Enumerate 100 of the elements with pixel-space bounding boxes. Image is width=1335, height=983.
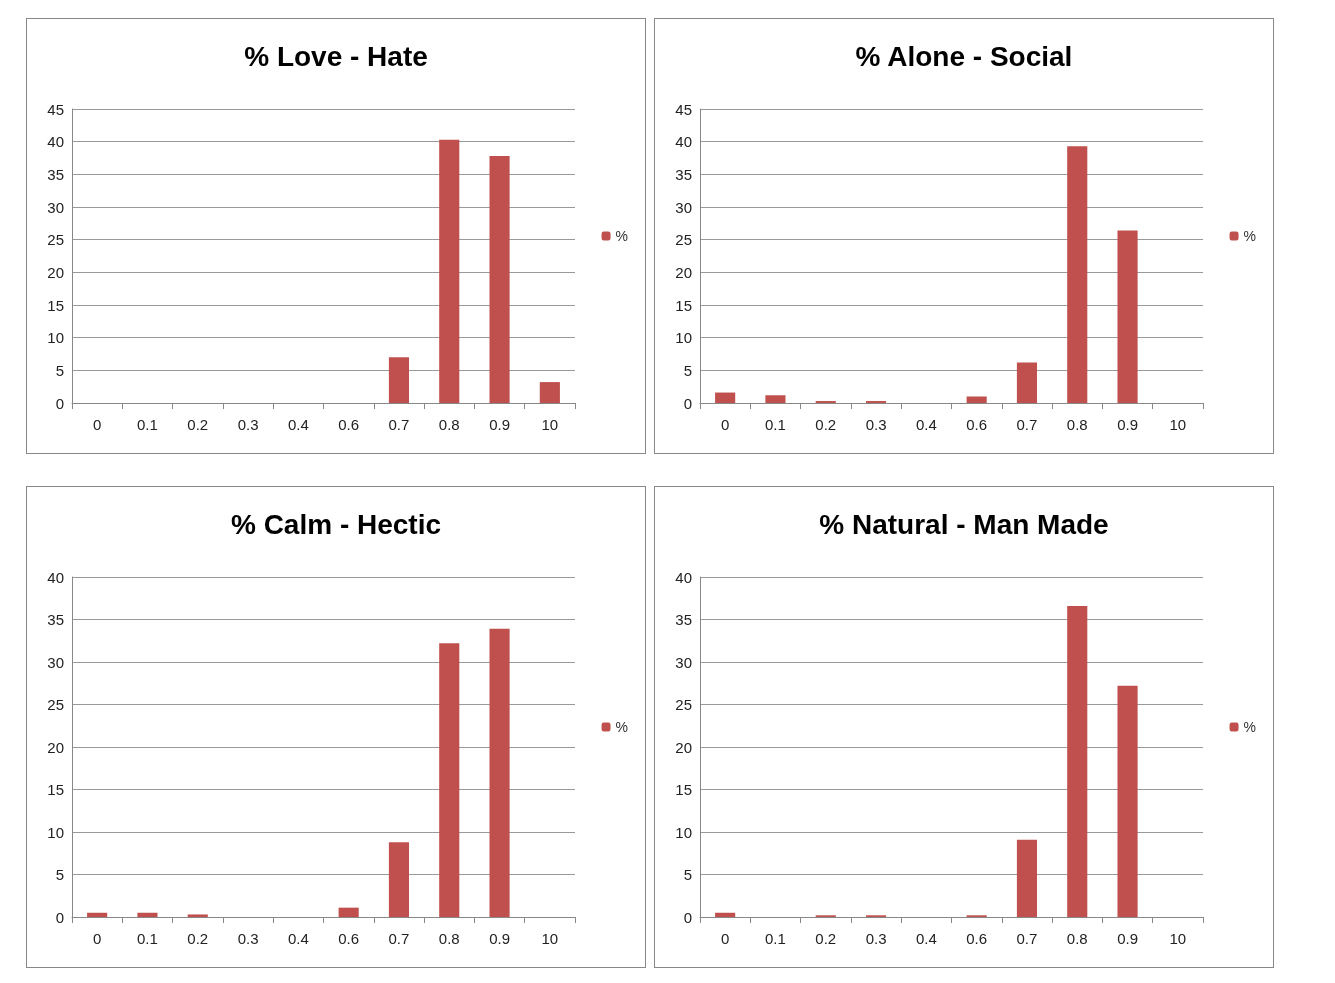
bar: [439, 643, 460, 917]
y-tick-label: 15: [675, 781, 692, 798]
chart-title: % Natural - Man Made: [819, 508, 1109, 540]
x-tick-label: 0: [92, 416, 102, 433]
bar: [388, 357, 410, 403]
x-tick-label: 0.8: [438, 416, 460, 433]
x-tick-label: 0.9: [489, 930, 510, 947]
y-tick-label: 30: [675, 653, 692, 671]
bar: [137, 912, 158, 917]
x-tick-label: 10: [541, 930, 559, 947]
y-tick-label: 15: [47, 296, 64, 314]
x-tick-label: 10: [1169, 930, 1187, 947]
y-tick-label: 25: [47, 231, 64, 249]
y-tick-label: 0: [683, 394, 692, 412]
chart-title: % Alone - Social: [855, 40, 1073, 72]
x-tick-label: 0.9: [489, 416, 510, 433]
bar: [439, 139, 460, 403]
y-tick-label: 35: [675, 165, 692, 183]
y-tick-label: 30: [675, 198, 692, 216]
bar: [715, 392, 736, 403]
x-tick-label: 0.8: [1066, 930, 1088, 947]
x-tick-label: 0.7: [1016, 930, 1038, 947]
y-tick-label: 40: [675, 133, 692, 151]
x-tick-label: 0: [92, 930, 102, 947]
legend-label: %: [1243, 228, 1256, 244]
legend-label: %: [615, 719, 628, 735]
bar: [1016, 362, 1038, 403]
y-tick-label: 45: [47, 100, 64, 118]
x-tick-label: 0.4: [287, 416, 309, 433]
x-tick-label: 0.1: [137, 416, 158, 433]
legend-label: %: [1243, 719, 1256, 735]
bar: [539, 382, 560, 403]
x-tick-label: 10: [1169, 416, 1187, 433]
y-tick-label: 10: [47, 329, 64, 347]
y-tick-label: 0: [55, 394, 64, 412]
x-tick-label: 0.4: [287, 930, 309, 947]
chart-title: % Love - Hate: [244, 40, 428, 72]
bar: [1067, 146, 1088, 403]
y-tick-label: 45: [675, 100, 692, 118]
y-tick-label: 5: [55, 361, 64, 379]
x-tick-label: 0.6: [966, 416, 988, 433]
y-tick-label: 30: [47, 653, 64, 671]
y-tick-label: 0: [683, 908, 692, 926]
x-tick-label: 10: [541, 416, 559, 433]
y-tick-label: 35: [47, 611, 64, 628]
bar: [1117, 230, 1138, 403]
x-tick-label: 0.6: [338, 416, 360, 433]
x-tick-label: 0.8: [438, 930, 460, 947]
x-tick-label: 0.2: [187, 930, 209, 947]
bar: [765, 395, 786, 403]
bar: [489, 156, 510, 403]
bar: [338, 907, 359, 917]
y-tick-label: 5: [683, 361, 692, 379]
y-tick-label: 5: [55, 866, 64, 883]
bar: [715, 912, 736, 917]
x-tick-label: 0.7: [388, 416, 410, 433]
bar: [187, 914, 208, 917]
bar: [388, 842, 410, 917]
x-tick-label: 0.1: [765, 930, 786, 947]
y-tick-label: 15: [675, 296, 692, 314]
y-tick-label: 15: [47, 781, 64, 798]
x-tick-label: 0.4: [915, 930, 937, 947]
bar: [1117, 685, 1138, 917]
x-tick-label: 0.6: [966, 930, 988, 947]
y-tick-label: 20: [47, 738, 64, 756]
y-tick-label: 30: [47, 198, 64, 216]
x-tick-label: 0.9: [1117, 930, 1138, 947]
x-tick-label: 0.6: [338, 930, 360, 947]
x-tick-label: 0.3: [237, 930, 259, 947]
bar: [1016, 839, 1038, 917]
y-tick-label: 35: [675, 611, 692, 628]
y-tick-label: 35: [47, 165, 64, 183]
y-tick-label: 0: [55, 908, 64, 926]
x-tick-label: 0.2: [815, 930, 837, 947]
legend-label: %: [615, 228, 628, 244]
x-tick-label: 0.3: [865, 930, 887, 947]
y-tick-label: 20: [675, 263, 692, 281]
x-tick-label: 0.3: [865, 416, 887, 433]
x-tick-label: 0.8: [1066, 416, 1088, 433]
x-tick-label: 0.1: [765, 416, 786, 433]
y-tick-label: 25: [47, 696, 64, 713]
y-tick-label: 20: [675, 738, 692, 756]
y-tick-label: 40: [47, 568, 64, 586]
x-tick-label: 0.3: [237, 416, 259, 433]
chart-title: % Calm - Hectic: [230, 508, 442, 540]
y-tick-label: 40: [47, 133, 64, 151]
x-tick-label: 0.7: [1016, 416, 1038, 433]
x-tick-label: 0: [720, 416, 730, 433]
bar: [1067, 605, 1088, 917]
y-tick-label: 20: [47, 263, 64, 281]
y-tick-label: 10: [675, 329, 692, 347]
x-tick-label: 0.4: [915, 416, 937, 433]
y-tick-label: 10: [47, 823, 64, 841]
x-tick-label: 0.1: [137, 930, 158, 947]
y-tick-label: 40: [675, 568, 692, 586]
x-tick-label: 0.2: [187, 416, 209, 433]
bar: [966, 396, 987, 403]
y-tick-label: 25: [675, 696, 692, 713]
x-tick-label: 0.7: [388, 930, 410, 947]
x-tick-label: 0.9: [1117, 416, 1138, 433]
